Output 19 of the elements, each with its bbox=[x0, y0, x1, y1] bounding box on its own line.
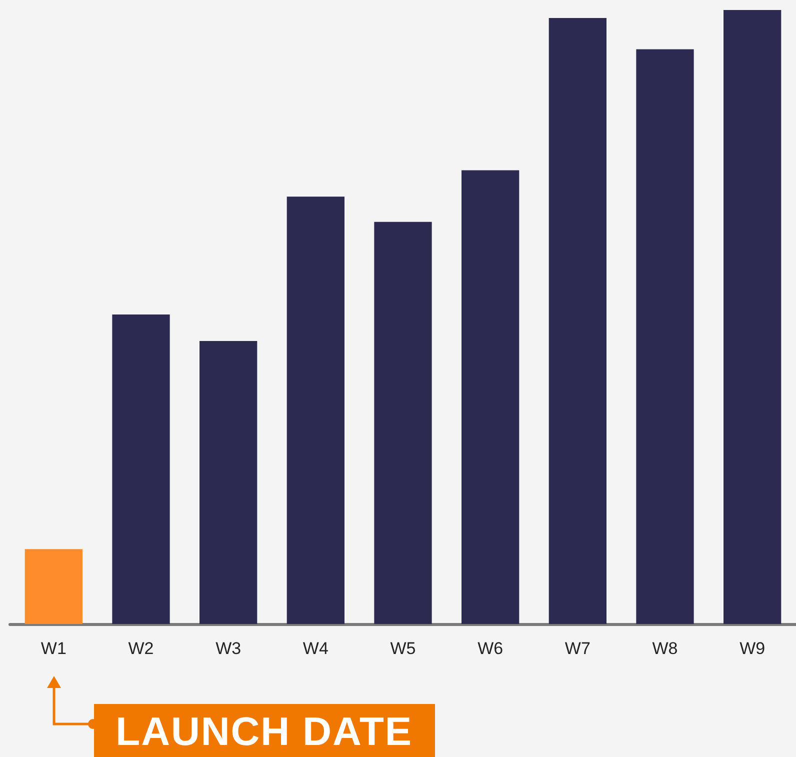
x-tick-label: W8 bbox=[652, 639, 678, 658]
bar bbox=[112, 314, 170, 624]
bar bbox=[286, 196, 344, 624]
x-tick-label: W2 bbox=[128, 639, 154, 658]
x-tick-label: W1 bbox=[40, 639, 66, 658]
text: LAUNCH DATE bbox=[94, 704, 435, 757]
x-tick-label: W9 bbox=[740, 639, 766, 658]
bar bbox=[24, 549, 82, 624]
bar bbox=[200, 340, 258, 624]
bar bbox=[636, 49, 694, 624]
bar bbox=[374, 222, 432, 624]
x-tick-label: W7 bbox=[564, 639, 590, 658]
x-tick-label: W4 bbox=[302, 639, 328, 658]
x-tick-label: W5 bbox=[390, 639, 416, 658]
bar bbox=[548, 18, 606, 624]
x-tick-label: W3 bbox=[216, 639, 242, 658]
bar bbox=[724, 10, 782, 624]
x-tick-label: W6 bbox=[478, 639, 504, 658]
bar bbox=[462, 170, 520, 624]
